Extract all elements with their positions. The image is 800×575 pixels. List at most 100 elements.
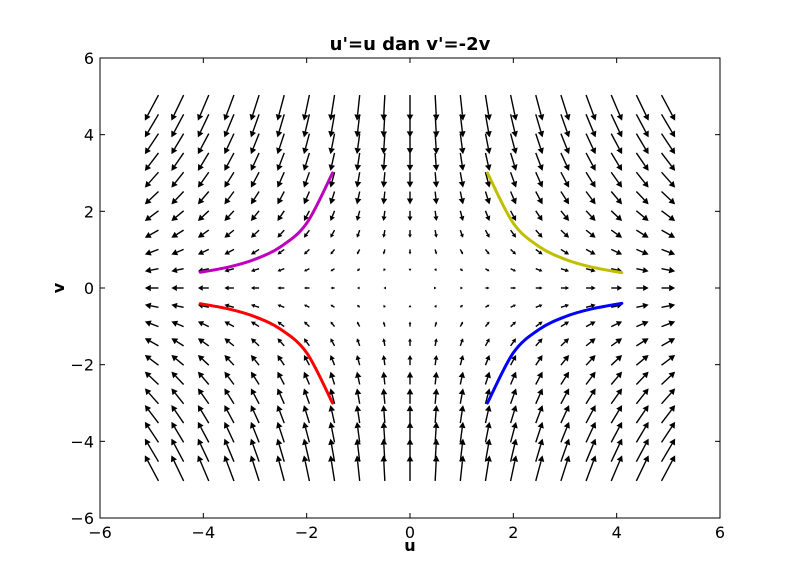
vector-arrow: [303, 248, 310, 255]
vector-arrow: [560, 171, 570, 188]
vector-arrow: [144, 171, 159, 188]
vector-arrow: [276, 388, 285, 405]
vector-arrow: [302, 171, 311, 188]
vector-arrow: [660, 133, 676, 155]
vector-arrow: [432, 133, 440, 155]
vector-arrow: [585, 438, 597, 462]
y-tick-label: 0: [84, 279, 94, 298]
vector-arrow: [459, 210, 465, 222]
vector-arrow: [535, 388, 544, 405]
vector-arrow: [509, 354, 517, 366]
vector-arrow: [144, 113, 160, 138]
vector-arrow: [329, 371, 336, 385]
vector-arrow: [224, 210, 235, 222]
vector-arrow: [661, 248, 676, 256]
vector-arrow: [330, 268, 335, 272]
vector-arrow: [383, 286, 386, 290]
vector-arrow: [171, 320, 184, 328]
vector-arrow: [535, 455, 545, 482]
vector-arrow: [585, 248, 596, 255]
vector-arrow: [380, 438, 388, 462]
vector-arrow: [610, 421, 623, 443]
vector-arrow: [509, 171, 518, 188]
vector-arrow: [275, 438, 285, 462]
vector-arrow: [660, 152, 676, 171]
vector-arrow: [434, 249, 438, 255]
vector-arrow: [302, 114, 311, 138]
vector-arrow: [635, 421, 649, 443]
vector-arrow: [171, 438, 185, 463]
vector-arrow: [224, 321, 235, 328]
vector-arrow: [432, 421, 440, 443]
vector-arrow: [560, 133, 570, 155]
vector-arrow: [380, 152, 388, 171]
vector-arrow: [535, 133, 544, 155]
vector-arrow: [484, 172, 492, 188]
vector-arrow: [586, 285, 596, 291]
vector-arrow: [560, 248, 570, 255]
vector-arrow: [250, 191, 260, 205]
vector-arrow: [302, 152, 311, 171]
vector-arrow: [250, 421, 260, 443]
vector-arrow: [224, 371, 235, 385]
vector-arrow: [354, 405, 362, 424]
vector-arrow: [635, 210, 649, 222]
vector-arrow: [560, 354, 570, 366]
x-axis-label: u: [404, 536, 415, 555]
vector-arrow: [635, 152, 649, 171]
vector-arrow: [223, 421, 235, 443]
vector-arrow: [303, 338, 310, 347]
vector-arrow: [328, 455, 336, 482]
vector-arrow: [406, 388, 414, 404]
vector-arrow: [458, 191, 465, 205]
vector-arrow: [635, 171, 649, 188]
vector-arrow: [355, 210, 361, 222]
vector-arrow: [484, 248, 490, 255]
vector-arrow: [224, 285, 234, 291]
vector-arrow: [535, 421, 544, 443]
vector-arrow: [197, 229, 210, 238]
vector-arrow: [560, 268, 570, 273]
vector-arrow: [635, 455, 650, 482]
vector-arrow: [302, 133, 311, 155]
vector-arrow: [408, 304, 412, 308]
vector-arrow: [635, 371, 649, 385]
vector-arrow: [459, 304, 464, 308]
vector-arrow: [610, 133, 623, 155]
vector-arrow: [380, 421, 388, 443]
y-axis-label: v: [49, 282, 68, 293]
vector-arrow: [485, 304, 490, 308]
vector-arrow: [303, 371, 311, 385]
vector-arrow: [330, 229, 336, 238]
vector-arrow: [509, 371, 517, 385]
y-tick-label: 6: [84, 49, 94, 68]
vector-arrow: [144, 210, 159, 222]
y-tick-label: −2: [70, 356, 94, 375]
vector-arrow: [250, 229, 260, 238]
vector-arrow: [459, 268, 464, 272]
vector-arrow: [197, 321, 210, 328]
vector-arrow: [276, 152, 285, 171]
vector-arrow: [535, 354, 543, 366]
vector-arrow: [434, 268, 437, 272]
vector-arrow: [407, 354, 413, 366]
vector-arrow: [434, 286, 437, 290]
vector-arrow: [560, 421, 570, 443]
vector-arrow: [301, 94, 311, 121]
vector-arrow: [250, 338, 260, 347]
vector-arrow: [585, 210, 596, 222]
vector-arrow: [356, 268, 361, 272]
vector-arrow: [303, 286, 310, 290]
vector-arrow: [171, 152, 185, 171]
vector-arrow: [249, 438, 260, 462]
y-tick-label: 2: [84, 202, 94, 221]
vector-arrow: [509, 421, 518, 443]
vector-arrow: [459, 94, 466, 121]
vector-arrow: [249, 114, 260, 138]
vector-arrow: [585, 303, 596, 309]
vector-arrow: [610, 354, 623, 366]
vector-arrow: [144, 421, 160, 443]
vector-arrow: [171, 267, 184, 274]
vector-arrow: [250, 210, 260, 222]
vector-arrow: [611, 285, 623, 291]
